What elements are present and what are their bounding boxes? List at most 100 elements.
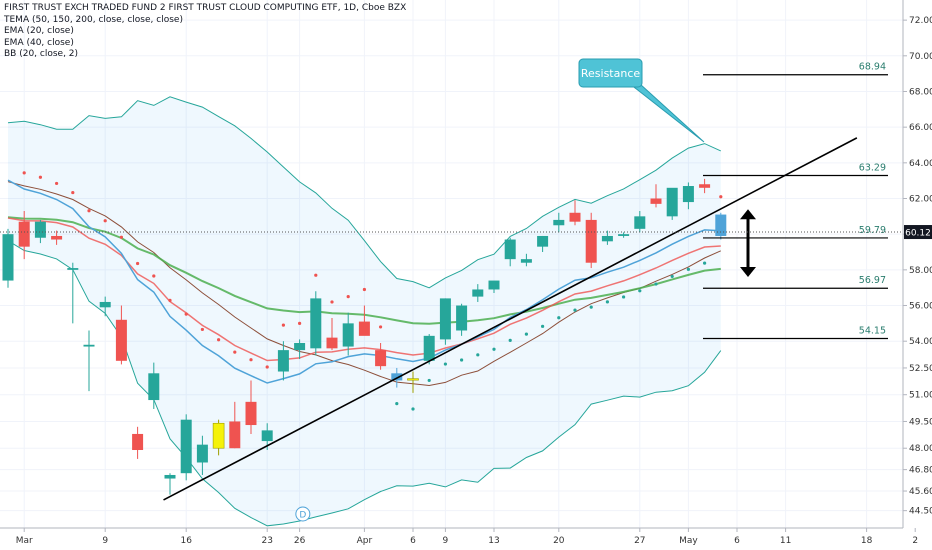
candle — [67, 262, 79, 324]
time-tick-label: 2 — [912, 536, 918, 546]
candle-body — [212, 422, 225, 449]
candle-body — [488, 280, 500, 290]
resistance-callout[interactable]: Resistance — [578, 58, 705, 143]
candle — [407, 371, 419, 393]
candle — [310, 291, 322, 356]
candle — [34, 219, 46, 244]
price-tick-label: 68.00 — [909, 87, 932, 97]
candle-body — [585, 219, 597, 263]
candle — [650, 184, 662, 208]
time-tick-label: 16 — [180, 536, 192, 546]
candle — [634, 210, 646, 233]
legend-ema20: EMA (20, close) — [4, 26, 74, 37]
candle — [342, 312, 354, 356]
callout-box — [578, 58, 643, 88]
time-tick-label: Apr — [357, 536, 373, 546]
tema-dot — [298, 321, 302, 325]
candle-body — [601, 235, 613, 242]
candle-body — [423, 335, 435, 361]
candle-body — [67, 268, 79, 270]
candle-body — [326, 337, 338, 349]
tema-dot — [508, 338, 512, 342]
candle — [164, 473, 176, 495]
price-tick-label: 70.00 — [909, 52, 932, 62]
price-tick-label: 51.00 — [909, 391, 932, 401]
candle-body — [99, 301, 111, 308]
candle — [326, 318, 338, 351]
candle-body — [51, 235, 63, 240]
price-tick-label: 44.50 — [909, 507, 932, 517]
candle — [358, 305, 370, 336]
chart-title: FIRST TRUST EXCH TRADED FUND 2 FIRST TRU… — [4, 3, 407, 13]
tema-dot — [719, 195, 723, 199]
candle — [472, 284, 484, 302]
fib-level-label: 54.15 — [859, 326, 886, 337]
earnings-marker[interactable]: D — [295, 506, 311, 522]
arrow-head-up — [740, 209, 756, 220]
tema-dot — [622, 295, 626, 299]
price-tick-label: 48.00 — [909, 444, 932, 454]
candle-body — [115, 319, 127, 361]
candle — [229, 401, 241, 449]
candle-body — [472, 289, 484, 297]
chart-legend: FIRST TRUST EXCH TRADED FUND 2 FIRST TRU… — [4, 3, 406, 61]
legend-bb: BB (20, close, 2) — [4, 49, 79, 60]
candlesticks[interactable] — [2, 178, 727, 495]
candle-body — [407, 378, 419, 381]
current-price-text: 60.12 — [905, 229, 931, 239]
candle-body — [391, 373, 403, 381]
candle-body — [650, 198, 662, 204]
candle — [618, 232, 630, 238]
fib-levels[interactable]: 68.94 63.29 59.79 56.97 54.15 — [703, 62, 888, 340]
time-tick-label: Mar — [16, 536, 33, 546]
candle — [553, 212, 565, 233]
candle — [196, 435, 208, 475]
candle-body — [375, 350, 387, 367]
candle-body — [2, 234, 14, 281]
tema-dot — [265, 365, 269, 369]
tema-dot — [136, 261, 140, 266]
candle-body — [261, 430, 273, 442]
fib-level-label: 56.97 — [859, 275, 886, 286]
candle-body — [618, 234, 630, 236]
legend-ema40: EMA (40, close) — [4, 37, 74, 48]
tema-dot — [638, 289, 642, 293]
trendline[interactable] — [163, 137, 858, 501]
candle — [520, 253, 532, 267]
time-tick-label: 18 — [861, 536, 873, 546]
tema-dot — [200, 327, 204, 332]
candle — [585, 212, 597, 269]
tema-dot — [460, 358, 464, 362]
candle-body — [634, 216, 646, 229]
candle-body — [520, 259, 532, 263]
tema-dot — [314, 273, 318, 277]
tema-dot — [362, 287, 366, 292]
candle-body — [164, 474, 176, 479]
candle — [245, 380, 257, 434]
candle — [488, 280, 500, 294]
time-tick-label: 6 — [410, 536, 416, 546]
candle-body — [180, 419, 192, 474]
fib-level-label: 68.94 — [859, 62, 886, 73]
time-tick-label: 26 — [294, 536, 306, 546]
tema-dot — [557, 316, 561, 320]
candle — [569, 200, 581, 226]
tema-dot — [71, 190, 75, 195]
candle-body — [310, 298, 322, 349]
candle — [682, 182, 694, 210]
candle-body — [666, 187, 678, 217]
candle-body — [439, 298, 451, 340]
time-tick-label: 11 — [780, 536, 791, 546]
callout-text: Resistance — [581, 67, 641, 80]
legend-tema: TEMA (50, 150, 200, close, close, close) — [4, 14, 183, 25]
double-arrow[interactable] — [740, 209, 756, 277]
candle-body — [196, 444, 208, 463]
trendline-line — [163, 137, 858, 501]
time-tick-label: 13 — [488, 536, 499, 546]
candle-body — [132, 433, 144, 451]
bb-upper-line — [7, 96, 722, 289]
candle — [666, 187, 678, 220]
arrow-head-down — [740, 266, 756, 277]
tema-dot — [670, 274, 674, 279]
